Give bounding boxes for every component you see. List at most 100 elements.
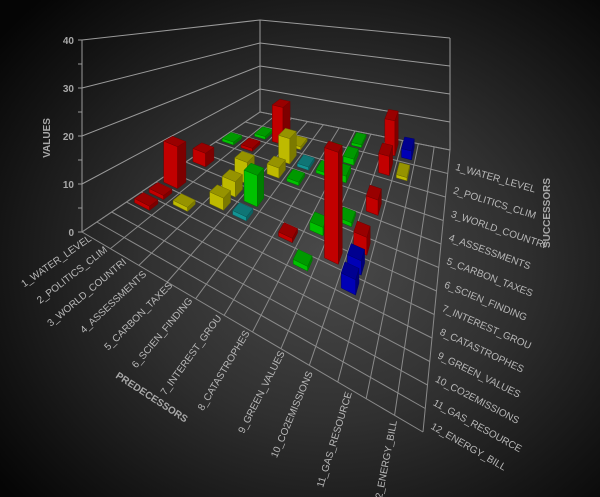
z-tick-label: 0 <box>68 228 74 239</box>
bar-yellow <box>278 127 297 165</box>
bar-top-face <box>384 109 399 122</box>
floor-gridline-succ <box>111 211 428 386</box>
bar-cyan <box>232 202 254 222</box>
bar-red <box>133 192 159 211</box>
predecessor-label: 12_ENERGY_BILL <box>373 419 400 497</box>
bar-top-face <box>221 169 243 183</box>
bar-red <box>384 109 399 157</box>
bar-cyan <box>296 154 315 172</box>
bar-top-face <box>353 220 371 238</box>
predecessor-label: 11_GAS_RESOURCE <box>315 390 355 488</box>
bar-green <box>309 211 328 237</box>
bar-green <box>351 132 367 148</box>
bar-top-face <box>234 150 255 163</box>
bar-top-face <box>296 154 315 168</box>
bar-top-face <box>351 132 367 146</box>
right-wall-gridline <box>259 42 451 67</box>
bar-red <box>148 182 173 201</box>
floor-gridline-succ <box>81 231 424 433</box>
bar-top-face <box>163 135 187 147</box>
predecessor-label: 5_CARBON_TAXES <box>103 280 176 353</box>
bar-red <box>378 142 393 177</box>
z-tick-label: 10 <box>63 180 75 191</box>
bar-green <box>243 162 265 208</box>
bars <box>133 98 415 296</box>
bar-top-face <box>271 98 291 108</box>
right-wall-gridline <box>259 88 451 123</box>
bar-top-face <box>396 162 410 178</box>
bar-side-face <box>338 144 343 265</box>
left-wall-gridline <box>81 19 261 41</box>
bar-top-face <box>240 137 261 149</box>
bar-top-face <box>232 202 254 218</box>
floor-gridline-pred <box>365 143 419 399</box>
predecessor-label: 10_CO2EMISSIONS <box>269 370 316 460</box>
bar-blue <box>401 136 415 161</box>
bar-top-face <box>401 136 415 152</box>
bar-top-face <box>221 132 243 143</box>
bar-red <box>365 184 382 216</box>
bar-red <box>163 135 187 190</box>
bar-top-face <box>243 162 265 176</box>
left-wall-gridline <box>81 65 261 137</box>
bar-top-face <box>347 243 365 262</box>
bar-green <box>292 248 313 272</box>
bar-top-face <box>324 140 343 153</box>
bar-top-face <box>192 142 215 154</box>
bar-red <box>240 137 261 152</box>
bar-green <box>254 126 274 140</box>
bar-top-face <box>133 192 159 207</box>
z-tick-label: 30 <box>63 84 75 95</box>
bar-top-face <box>286 168 306 183</box>
bar-top-face <box>254 126 274 137</box>
successor-label: 10_CO2EMISSIONS <box>433 374 521 427</box>
bar-red <box>278 222 298 244</box>
bar-green <box>338 206 356 228</box>
bar-top-face <box>209 184 231 199</box>
floor-gridline-pred <box>422 149 451 433</box>
bar-front-face <box>324 147 339 265</box>
left-wall-gridline <box>81 42 261 89</box>
predecessor-label: 9_GREEN_VALUES <box>237 349 288 435</box>
bar-top-face <box>365 184 382 201</box>
bar-yellow <box>266 155 286 180</box>
bar-blue <box>340 261 360 296</box>
right-wall-gridline <box>259 65 451 95</box>
bar-top-face <box>172 193 196 208</box>
floor-grid <box>81 111 451 433</box>
successor-label: 12_ENERGY_BILL <box>429 421 509 473</box>
bar-red <box>192 142 215 168</box>
bar-top-face <box>309 211 328 228</box>
right-wall-gridline <box>259 19 451 39</box>
z-tick-label: 40 <box>63 36 75 47</box>
bar-top-face <box>292 248 313 267</box>
floor-gridline-succ <box>96 221 426 409</box>
floor-gridline-pred <box>394 146 435 416</box>
bar-top-face <box>278 127 297 139</box>
axis-labels: 1_WATER_LEVEL2_POLITICS_CLIM3_WORLD_COUN… <box>20 162 548 497</box>
bar-top-face <box>342 145 359 160</box>
predecessor-label: 4_ASSESSMENTS <box>79 269 150 336</box>
bar-top-face <box>266 155 286 169</box>
bar-red <box>324 140 343 265</box>
bar-front-face <box>243 169 258 208</box>
bar-green <box>342 145 359 166</box>
bar-side-face <box>177 141 187 190</box>
bar-yellow <box>396 162 410 182</box>
y-axis-title: SUCCESSORS <box>542 178 553 248</box>
bar-yellow <box>209 184 231 211</box>
bar-top-face <box>340 261 360 281</box>
left-wall-gridline <box>81 88 261 185</box>
bar-top-face <box>378 142 393 157</box>
z-tick-label: 20 <box>63 132 75 143</box>
z-axis-title: VALUES <box>42 118 53 158</box>
bar-front-face <box>163 140 178 190</box>
bar-top-face <box>148 182 173 196</box>
floor-gridline-succ <box>126 201 430 362</box>
bar-yellow <box>172 193 196 213</box>
bar-green <box>286 168 306 187</box>
bar-top-face <box>278 222 298 239</box>
bar-green <box>221 132 243 146</box>
